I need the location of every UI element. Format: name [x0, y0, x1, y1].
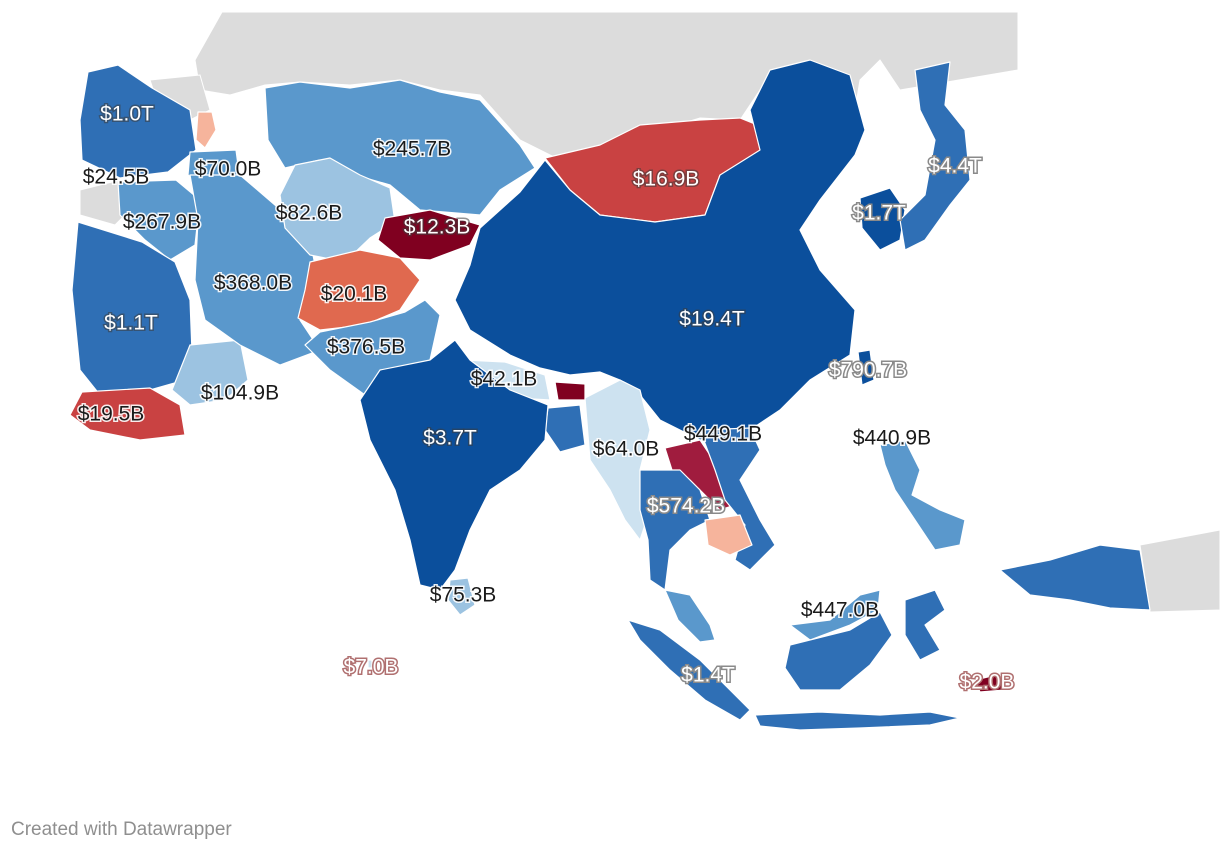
indonesia-sulawesi-region[interactable]: [904, 589, 946, 661]
label-georgia: $24.5B: [83, 166, 150, 189]
china-region[interactable]: [454, 59, 866, 441]
label-yemen: $19.5B: [78, 403, 145, 426]
indonesia-sumatra-region[interactable]: [627, 619, 751, 721]
label-pakistan: $376.5B: [327, 336, 405, 359]
timor-leste-region[interactable]: [974, 673, 1006, 693]
label-thailand: $574.2B: [647, 495, 725, 518]
indonesia-java-region[interactable]: [754, 711, 961, 731]
label-japan: $4.4T: [928, 155, 982, 178]
label-sri-lanka: $75.3B: [430, 584, 497, 607]
label-india: $3.7T: [423, 427, 477, 450]
iraq-region[interactable]: [117, 179, 201, 261]
label-iraq: $267.9B: [123, 211, 201, 234]
indonesia-borneo-region[interactable]: [784, 611, 893, 691]
label-afghanistan: $20.1B: [321, 283, 388, 306]
kyrgyzstan-region[interactable]: [377, 209, 481, 261]
indonesia-papua-region[interactable]: [999, 544, 1151, 611]
datawrapper-credit: Created with Datawrapper: [11, 819, 232, 840]
malaysia-peninsula-region[interactable]: [664, 589, 716, 643]
label-philippines: $440.9B: [853, 427, 931, 450]
vietnam-region[interactable]: [699, 427, 776, 571]
uzbekistan-region[interactable]: [279, 157, 396, 263]
label-mongolia: $16.9B: [633, 168, 700, 191]
label-china: $19.4T: [679, 308, 745, 331]
taiwan-region[interactable]: [857, 349, 875, 386]
label-myanmar: $64.0B: [593, 438, 660, 461]
bangladesh-region[interactable]: [544, 404, 586, 453]
label-oman: $104.9B: [201, 382, 279, 405]
label-taiwan: $790.7B: [829, 359, 907, 382]
afghanistan-region[interactable]: [297, 249, 421, 331]
label-armenia: $70.0B: [195, 158, 262, 181]
korea-region[interactable]: [859, 187, 906, 251]
label-vietnam: $449.1B: [684, 423, 762, 446]
cambodia-region[interactable]: [704, 514, 753, 556]
philippines-region[interactable]: [879, 439, 966, 551]
label-korea: $1.7T: [852, 202, 906, 225]
japan-region[interactable]: [899, 61, 971, 251]
label-timor-leste: $2.0B: [960, 671, 1015, 694]
thailand-region[interactable]: [639, 469, 711, 591]
label-indonesia: $1.4T: [681, 664, 735, 687]
maldives-region[interactable]: [367, 659, 373, 669]
label-maldives: $7.0B: [344, 656, 399, 679]
papua-new-guinea-region: [1139, 529, 1220, 613]
label-kyrgyzstan: $12.3B: [404, 216, 471, 239]
label-saudi-arabia: $1.1T: [104, 312, 158, 335]
yemen-region[interactable]: [69, 387, 186, 441]
label-uzbekistan: $82.6B: [276, 202, 343, 225]
label-iran: $368.0B: [214, 272, 292, 295]
turkey-region[interactable]: [79, 64, 197, 179]
label-nepal: $42.1B: [471, 368, 538, 391]
malaysia-borneo-region[interactable]: [789, 589, 881, 641]
india-region[interactable]: [359, 339, 549, 591]
sri-lanka-region[interactable]: [447, 577, 476, 616]
label-kazakhstan: $245.7B: [373, 138, 451, 161]
georgia-region[interactable]: [195, 111, 217, 149]
label-malaysia: $447.0B: [801, 599, 879, 622]
bhutan-region[interactable]: [554, 381, 586, 401]
label-turkey: $1.0T: [100, 103, 154, 126]
